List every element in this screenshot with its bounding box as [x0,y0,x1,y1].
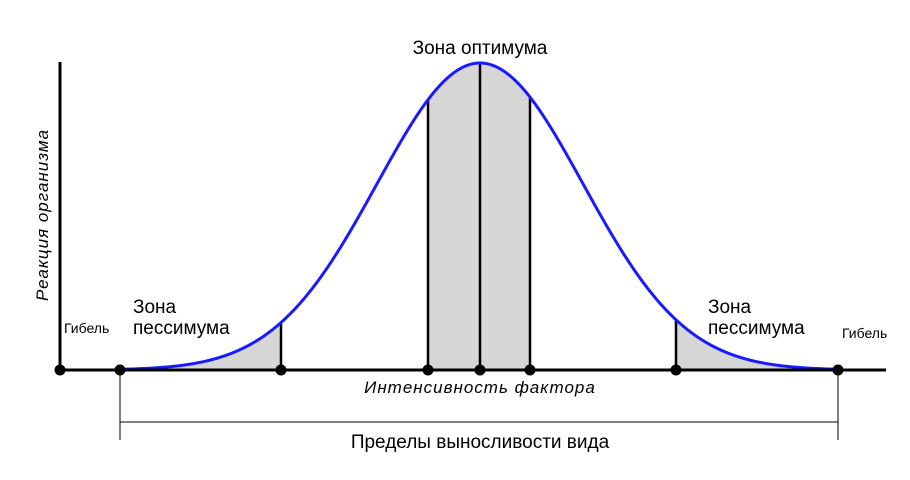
pessimum-right-line2: пессимума [708,318,805,339]
optimum-label: Зона оптимума [413,38,548,59]
death-right: Гибель [842,325,887,341]
death-left: Гибель [64,320,109,336]
point [422,364,434,376]
pessimum-left-line1: Зона [133,297,177,318]
point [474,364,486,376]
x-axis-label: Интенсивность фактора [364,378,596,397]
pessimum-left-line2: пессимума [133,318,230,339]
y-axis-label: Реакция организма [33,129,52,301]
shapes [119,61,839,371]
response-curve [119,61,839,371]
point [832,364,844,376]
point [54,364,66,376]
shaded-zone [120,322,281,370]
pessimum-right-line1: Зона [708,297,752,318]
point [670,364,682,376]
point [275,364,287,376]
shaded-zone [676,319,838,370]
tolerance-label: Пределы выносливости вида [351,432,610,453]
point [114,364,126,376]
point [524,364,536,376]
